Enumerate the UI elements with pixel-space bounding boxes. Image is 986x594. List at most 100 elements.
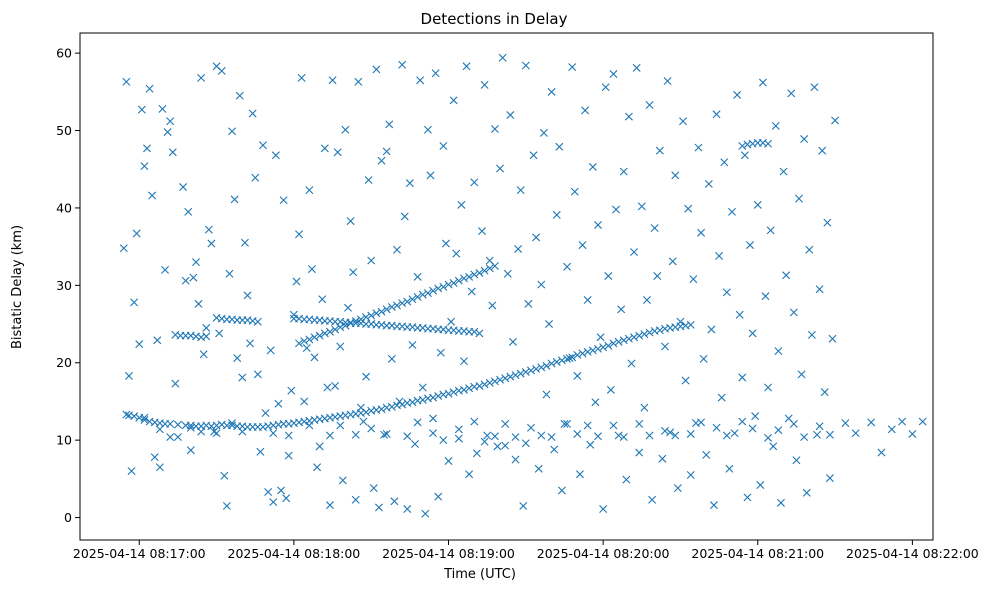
data-point bbox=[766, 226, 775, 235]
data-point bbox=[398, 60, 407, 69]
data-point bbox=[789, 419, 798, 428]
data-point bbox=[416, 76, 425, 85]
data-point bbox=[604, 341, 613, 350]
data-point bbox=[302, 344, 311, 353]
data-point bbox=[364, 176, 373, 185]
data-point bbox=[411, 440, 420, 449]
data-point bbox=[552, 210, 561, 219]
data-point bbox=[483, 431, 492, 440]
data-point bbox=[228, 127, 237, 136]
data-point bbox=[465, 470, 474, 479]
data-point bbox=[194, 299, 203, 308]
data-point bbox=[119, 244, 128, 253]
data-point bbox=[447, 317, 456, 326]
data-point bbox=[351, 495, 360, 504]
data-point bbox=[738, 142, 747, 150]
data-point bbox=[145, 84, 154, 93]
data-point bbox=[356, 403, 365, 412]
data-point bbox=[199, 350, 208, 359]
data-point bbox=[501, 419, 510, 428]
data-point bbox=[712, 110, 721, 119]
data-point bbox=[258, 141, 267, 150]
data-point bbox=[640, 403, 649, 412]
data-point bbox=[511, 371, 520, 380]
data-point bbox=[908, 429, 917, 438]
x-tick-label: 2025-04-14 08:21:00 bbox=[691, 546, 824, 561]
data-point bbox=[158, 104, 167, 113]
data-point bbox=[359, 417, 368, 426]
data-point bbox=[630, 333, 639, 342]
data-point bbox=[689, 275, 698, 284]
data-point bbox=[818, 146, 827, 155]
data-point bbox=[380, 430, 389, 439]
data-point bbox=[524, 299, 533, 308]
data-point bbox=[787, 89, 796, 98]
data-point bbox=[346, 217, 355, 226]
data-point bbox=[831, 116, 840, 125]
data-point bbox=[367, 256, 376, 265]
data-point bbox=[124, 411, 133, 420]
data-point bbox=[673, 484, 682, 493]
data-point bbox=[398, 299, 407, 308]
data-point bbox=[228, 419, 237, 428]
data-point bbox=[485, 264, 494, 273]
data-point bbox=[465, 384, 474, 393]
data-point bbox=[155, 463, 164, 472]
data-point bbox=[877, 448, 886, 457]
data-point bbox=[694, 143, 703, 152]
data-point bbox=[382, 147, 391, 156]
data-point bbox=[140, 416, 149, 425]
y-tick-label: 50 bbox=[56, 123, 72, 138]
data-point bbox=[573, 371, 582, 380]
data-point bbox=[135, 340, 144, 349]
data-point bbox=[805, 245, 814, 254]
data-point bbox=[697, 418, 706, 427]
data-point bbox=[565, 354, 574, 363]
data-point bbox=[382, 429, 391, 438]
data-point bbox=[813, 430, 822, 439]
data-point bbox=[552, 357, 561, 366]
data-point bbox=[181, 276, 190, 285]
data-point bbox=[423, 125, 432, 134]
data-point bbox=[284, 431, 293, 440]
data-point bbox=[601, 83, 610, 92]
y-tick-label: 40 bbox=[56, 200, 72, 215]
data-point bbox=[305, 421, 314, 430]
data-point bbox=[173, 433, 182, 442]
data-point bbox=[408, 340, 417, 349]
data-point bbox=[769, 442, 778, 451]
data-point bbox=[514, 244, 523, 253]
data-point bbox=[189, 273, 198, 282]
data-point bbox=[480, 80, 489, 89]
data-point bbox=[738, 417, 747, 426]
data-point bbox=[166, 419, 175, 428]
data-point bbox=[215, 329, 224, 338]
data-point bbox=[338, 476, 347, 485]
data-point bbox=[493, 442, 502, 451]
data-point bbox=[593, 432, 602, 441]
data-point bbox=[807, 330, 816, 339]
x-tick-label: 2025-04-14 08:19:00 bbox=[382, 546, 515, 561]
data-point bbox=[599, 343, 608, 352]
data-point bbox=[274, 399, 283, 408]
data-point bbox=[650, 224, 659, 233]
data-point bbox=[573, 351, 582, 359]
data-point bbox=[720, 158, 729, 167]
data-point bbox=[140, 162, 149, 171]
data-point bbox=[609, 70, 618, 79]
data-point bbox=[377, 307, 386, 316]
data-point bbox=[478, 227, 487, 236]
x-tick-label: 2025-04-14 08:20:00 bbox=[537, 546, 670, 561]
data-point bbox=[604, 272, 613, 281]
x-tick-label: 2025-04-14 08:17:00 bbox=[73, 546, 206, 561]
data-point bbox=[516, 186, 525, 195]
data-point bbox=[918, 417, 927, 426]
data-point bbox=[800, 135, 809, 144]
data-point bbox=[635, 448, 644, 457]
data-point bbox=[609, 339, 618, 348]
data-point bbox=[243, 291, 252, 300]
data-point bbox=[459, 385, 468, 394]
data-point bbox=[645, 328, 654, 337]
data-point bbox=[197, 427, 206, 436]
data-point bbox=[277, 486, 285, 495]
